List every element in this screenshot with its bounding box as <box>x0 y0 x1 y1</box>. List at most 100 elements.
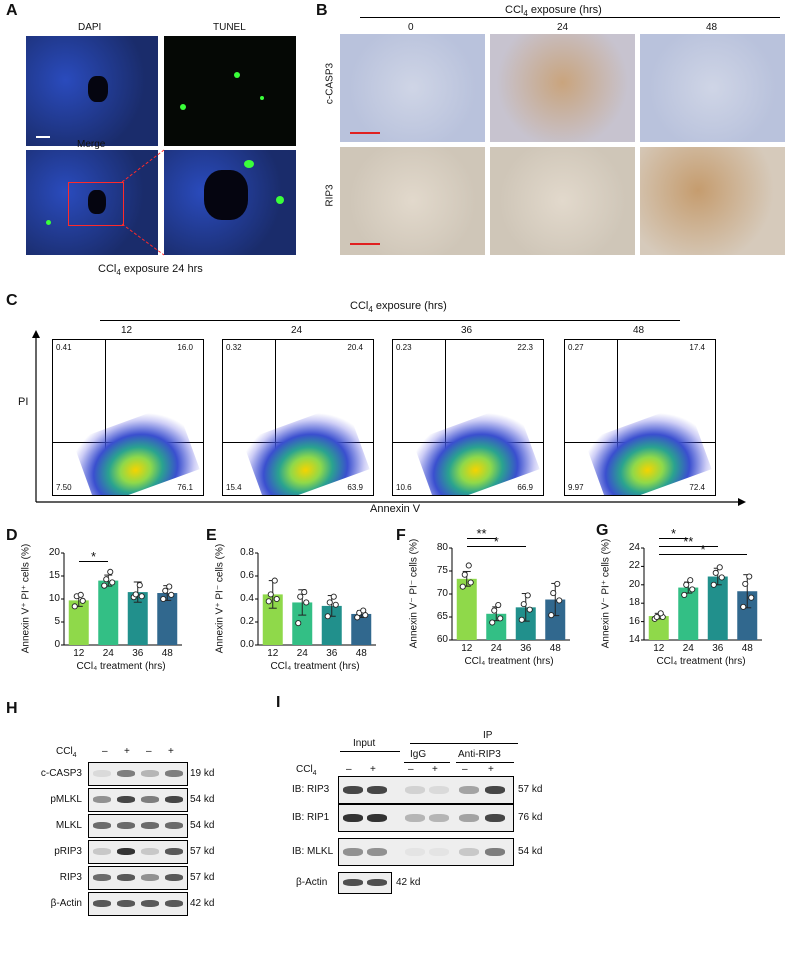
data-point <box>716 564 723 571</box>
i-blot-label: IB: RIP3 <box>292 784 330 795</box>
significance-stars: * <box>90 549 97 564</box>
blot-band <box>485 848 505 856</box>
blot-band <box>429 848 449 856</box>
data-point <box>554 580 561 587</box>
blot-band <box>93 900 111 907</box>
blot-band <box>165 848 183 855</box>
x-axis-label: CCl₄ treatment (hrs) <box>656 656 746 667</box>
data-point <box>687 577 694 584</box>
b-time-0: 0 <box>408 22 414 33</box>
blot-band <box>117 796 135 803</box>
blot-band <box>141 822 159 829</box>
data-point <box>77 591 84 598</box>
i-igg-rule <box>404 762 450 763</box>
data-point <box>495 601 502 609</box>
y-axis-label: Annexin V⁻ PI⁻ cells (%) <box>408 538 420 649</box>
h-kd-label: 54 kd <box>190 820 215 831</box>
h-blot-label: pRIP3 <box>54 846 82 857</box>
bar-chart-d <box>61 552 182 646</box>
bar <box>68 600 89 645</box>
data-point <box>265 598 272 605</box>
facs-plot: 0.27 17.4 9.97 72.4 <box>564 339 716 496</box>
bar <box>456 578 477 640</box>
h-blot-strip <box>88 840 188 864</box>
significance-bracket <box>658 546 718 547</box>
facs-quadrant-ul: 0.32 <box>226 343 242 352</box>
blot-band <box>429 814 449 822</box>
i-actin-label: β-Actin <box>296 877 328 888</box>
h-blot-label: MLKL <box>55 820 82 831</box>
bar <box>157 593 178 645</box>
data-point <box>718 574 725 581</box>
y-tick-label: 60 <box>436 634 448 645</box>
facs-quadrant-ur: 16.0 <box>177 343 193 352</box>
blot-band <box>165 900 183 907</box>
bar <box>127 592 148 645</box>
y-tick-label: 75 <box>436 565 448 576</box>
x-tick-label: 36 <box>326 648 338 659</box>
bar <box>707 576 728 640</box>
h-treatment-sign: + <box>124 746 130 757</box>
blot-band <box>405 786 425 794</box>
y-tick-label: 24 <box>628 542 640 553</box>
significance-bracket <box>466 546 526 547</box>
facs-quadrant-ur: 17.4 <box>689 343 705 352</box>
tunel-image <box>164 36 296 146</box>
panel-label-b: B <box>316 2 328 19</box>
c-ylabel: PI <box>18 396 29 408</box>
panel-label-a: A <box>6 2 18 19</box>
blot-band <box>405 848 425 856</box>
i-blot-label: IB: MLKL <box>292 846 334 857</box>
h-blot-strip <box>88 892 188 916</box>
data-point <box>79 597 86 604</box>
i-actin-strip <box>338 872 392 894</box>
data-point <box>267 591 274 598</box>
blot-band <box>93 770 111 777</box>
blot-band <box>343 848 363 856</box>
x-tick-label: 24 <box>490 643 502 654</box>
facs-quadrant-lr: 63.9 <box>347 483 363 492</box>
blot-band <box>343 814 363 822</box>
i-group-anti-rip3: Anti-RIP3 <box>458 749 501 760</box>
y-tick-label: 10 <box>48 593 60 604</box>
significance-bracket <box>658 554 748 555</box>
blot-band <box>367 786 387 794</box>
facs-quadrant-ul: 0.23 <box>396 343 412 352</box>
data-point <box>556 597 563 604</box>
b-time-48: 48 <box>706 22 718 33</box>
i-blot-strip <box>338 838 514 866</box>
data-point <box>653 613 660 621</box>
x-tick-label: 24 <box>682 643 694 654</box>
data-point <box>101 582 108 589</box>
h-blot-strip <box>88 788 188 812</box>
bar-chart-f <box>449 547 570 641</box>
y-tick-label: 14 <box>628 634 640 645</box>
y-tick-label: 15 <box>48 570 60 581</box>
facs-plot: 0.23 22.3 10.6 66.9 <box>392 339 544 496</box>
significance-stars: ** <box>683 534 694 549</box>
facs-quadrant-ul: 0.27 <box>568 343 584 352</box>
i-kd-label: 76 kd <box>518 812 543 823</box>
y-tick-label: 0.2 <box>240 616 254 627</box>
y-tick-label: 70 <box>436 588 448 599</box>
ihc-rip3-48h <box>640 147 785 255</box>
x-tick-label: 24 <box>296 648 308 659</box>
h-blot-label: pMLKL <box>50 794 82 805</box>
i-group-input: Input <box>353 738 376 749</box>
significance-bracket <box>658 538 689 539</box>
x-tick-label: 12 <box>73 648 85 659</box>
i-treatment-sign: – <box>346 764 352 775</box>
h-treatment-sign: – <box>146 746 152 757</box>
y-tick-label: 0.8 <box>240 547 254 558</box>
i-treatment-sign: – <box>408 764 414 775</box>
label-dapi: DAPI <box>78 22 102 33</box>
i-ccl4: CCl4 <box>296 764 317 777</box>
i-ip-rule <box>410 743 518 744</box>
data-point <box>297 593 304 600</box>
data-point <box>548 612 555 619</box>
i-input-rule <box>340 751 400 752</box>
facs-quadrant-ll: 9.97 <box>568 483 584 492</box>
x-tick-label: 48 <box>355 648 367 659</box>
x-axis-label: CCl₄ treatment (hrs) <box>270 661 360 672</box>
y-tick-label: 18 <box>628 597 640 609</box>
